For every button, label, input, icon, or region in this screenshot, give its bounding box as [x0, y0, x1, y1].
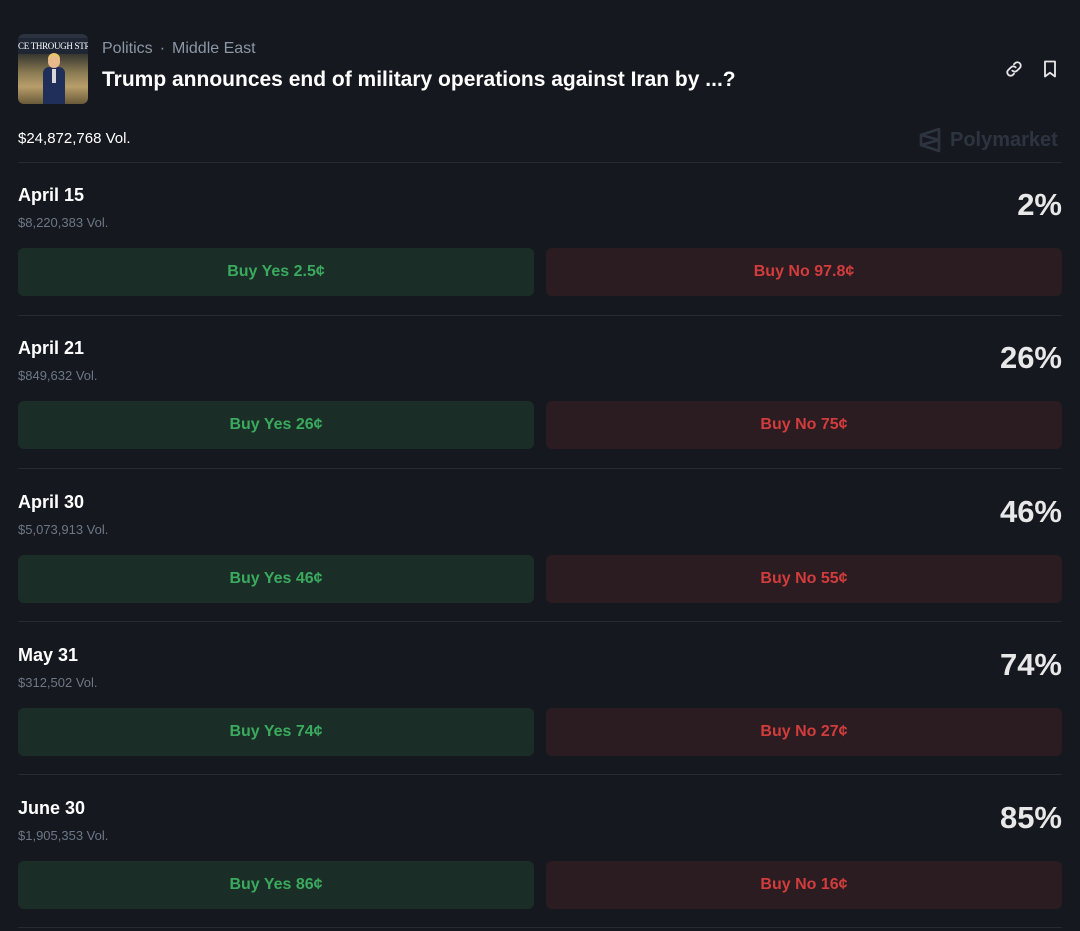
- market-row-percent: 74%: [999, 647, 1062, 682]
- buy-no-button[interactable]: Buy No 97.8¢: [546, 248, 1062, 296]
- divider: [18, 621, 1062, 622]
- link-icon[interactable]: [1003, 58, 1025, 80]
- market-row-label[interactable]: April 30: [18, 492, 85, 512]
- thumbnail-figure-head: [48, 56, 60, 68]
- thumbnail-banner-text: CE THROUGH STRENG: [18, 38, 88, 54]
- market-row-percent: 2%: [1017, 187, 1062, 222]
- breadcrumb-subcategory[interactable]: Middle East: [172, 40, 256, 57]
- brand-watermark: Polymarket: [918, 126, 1058, 154]
- buy-yes-button[interactable]: Buy Yes 2.5¢: [18, 248, 534, 296]
- market-header: CE THROUGH STRENG Politics · Middle East T…: [18, 34, 1062, 104]
- polymarket-logo-icon: [919, 127, 941, 153]
- market-row: April 30 $5,073,913 Vol. 46% Buy Yes 46¢…: [18, 492, 1062, 645]
- buy-no-button[interactable]: Buy No 55¢: [546, 555, 1062, 603]
- market-row-percent: 46%: [999, 494, 1062, 529]
- buy-no-button[interactable]: Buy No 27¢: [546, 708, 1062, 756]
- market-thumbnail[interactable]: CE THROUGH STRENG: [18, 34, 88, 104]
- market-row: June 30 $1,905,353 Vol. 85% Buy Yes 86¢ …: [18, 798, 1062, 931]
- divider: [18, 927, 1062, 928]
- buy-no-button[interactable]: Buy No 16¢: [546, 861, 1062, 909]
- market-row-percent: 26%: [999, 340, 1062, 375]
- bookmark-icon[interactable]: [1039, 58, 1061, 80]
- buy-no-button[interactable]: Buy No 75¢: [546, 401, 1062, 449]
- brand-name: Polymarket: [950, 128, 1058, 151]
- divider: [18, 315, 1062, 316]
- market-row-label[interactable]: May 31: [18, 645, 79, 665]
- market-row-volume: $8,220,383 Vol.: [18, 215, 109, 230]
- breadcrumb-category[interactable]: Politics: [102, 40, 153, 57]
- market-row-label[interactable]: April 15: [18, 185, 85, 205]
- market-row: April 21 $849,632 Vol. 26% Buy Yes 26¢ B…: [18, 338, 1062, 491]
- market-row-label[interactable]: April 21: [18, 338, 85, 358]
- market-row: April 15 $8,220,383 Vol. 2% Buy Yes 2.5¢…: [18, 185, 1062, 338]
- market-row-label[interactable]: June 30: [18, 798, 86, 818]
- breadcrumb: Politics · Middle East: [102, 40, 256, 58]
- market-row-percent: 85%: [999, 800, 1062, 835]
- divider: [18, 774, 1062, 775]
- buy-yes-button[interactable]: Buy Yes 86¢: [18, 861, 534, 909]
- buy-yes-button[interactable]: Buy Yes 46¢: [18, 555, 534, 603]
- total-volume: $24,872,768 Vol.: [18, 130, 131, 147]
- market-row-volume: $5,073,913 Vol.: [18, 522, 109, 537]
- market-row-volume: $1,905,353 Vol.: [18, 828, 109, 843]
- market-row-volume: $849,632 Vol.: [18, 368, 98, 383]
- thumbnail-figure-tie: [52, 69, 56, 83]
- thumbnail-figure-body: [43, 67, 65, 104]
- divider: [18, 162, 1062, 163]
- market-title[interactable]: Trump announces end of military operatio…: [102, 68, 736, 91]
- divider: [18, 468, 1062, 469]
- market-row-volume: $312,502 Vol.: [18, 675, 98, 690]
- buy-yes-button[interactable]: Buy Yes 74¢: [18, 708, 534, 756]
- breadcrumb-separator: ·: [159, 40, 166, 57]
- market-row: May 31 $312,502 Vol. 74% Buy Yes 74¢ Buy…: [18, 645, 1062, 798]
- buy-yes-button[interactable]: Buy Yes 26¢: [18, 401, 534, 449]
